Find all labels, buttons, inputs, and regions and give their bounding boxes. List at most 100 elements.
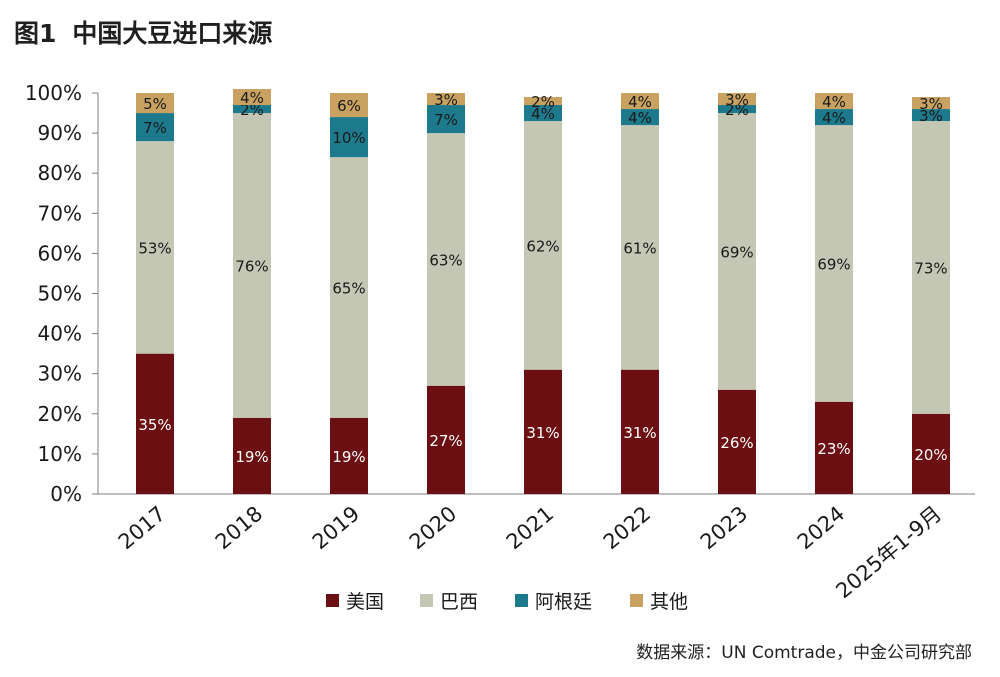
- bar-segment: [621, 93, 659, 110]
- y-tick-label: 90%: [38, 121, 82, 145]
- data-label: 4%: [822, 93, 846, 111]
- x-tick-label: 2022: [599, 501, 655, 554]
- data-label: 53%: [138, 239, 171, 257]
- bar-segment: [136, 93, 174, 114]
- data-label: 6%: [337, 97, 361, 115]
- bar-segment: [330, 93, 368, 118]
- data-label: 20%: [914, 446, 947, 464]
- bar-segment: [912, 121, 950, 414]
- y-tick-label: 50%: [38, 282, 82, 306]
- x-tick-label: 2023: [696, 501, 752, 554]
- data-label: 4%: [822, 109, 846, 127]
- y-tick-label: 80%: [38, 161, 82, 185]
- data-label: 5%: [143, 95, 167, 113]
- data-label: 63%: [429, 251, 462, 269]
- bar-segment: [718, 389, 756, 494]
- bar-segment: [621, 125, 659, 370]
- bar-segment: [136, 141, 174, 354]
- data-label: 4%: [240, 89, 264, 107]
- legend-label: 其他: [650, 591, 688, 613]
- figure-title: 图1 中国大豆进口来源: [14, 14, 288, 50]
- legend-label: 美国: [346, 591, 384, 613]
- legend-swatch: [630, 594, 643, 607]
- data-label: 4%: [628, 93, 652, 111]
- bar-segment: [621, 369, 659, 494]
- figure-number: 图1: [14, 19, 57, 48]
- bar-segment: [427, 93, 465, 106]
- data-label: 69%: [720, 243, 753, 261]
- y-tick-label: 60%: [38, 241, 82, 265]
- data-label: 31%: [526, 424, 559, 442]
- data-label: 3%: [919, 95, 943, 113]
- bar-segment: [815, 109, 853, 126]
- data-label: 7%: [143, 119, 167, 137]
- data-label: 62%: [526, 237, 559, 255]
- bar-segment: [427, 385, 465, 494]
- x-tick-label: 2019: [308, 501, 364, 554]
- y-tick-label: 70%: [38, 201, 82, 225]
- data-label: 69%: [817, 255, 850, 273]
- data-label: 4%: [628, 109, 652, 127]
- y-tick-label: 10%: [38, 442, 82, 466]
- x-tick-label: 2020: [405, 501, 461, 554]
- data-label: 65%: [332, 279, 365, 297]
- bar-segment: [912, 97, 950, 110]
- x-tick-label: 2024: [793, 501, 849, 554]
- bar-segment: [718, 105, 756, 114]
- bar-segment: [233, 417, 271, 494]
- legend-swatch: [420, 594, 433, 607]
- bar-segment: [136, 353, 174, 494]
- bar-segment: [427, 105, 465, 134]
- data-label: 7%: [434, 111, 458, 129]
- bar-segment: [815, 401, 853, 494]
- bar-segment: [524, 369, 562, 494]
- bar-segment: [718, 93, 756, 106]
- bar-segment: [136, 113, 174, 142]
- y-tick-label: 30%: [38, 362, 82, 386]
- data-label: 10%: [332, 129, 365, 147]
- figure-title-text: 中国大豆进口来源: [72, 19, 273, 48]
- data-label: 31%: [623, 424, 656, 442]
- data-label: 76%: [235, 257, 268, 275]
- data-label: 3%: [434, 91, 458, 109]
- bar-segment: [815, 93, 853, 110]
- data-label: 2%: [725, 101, 749, 119]
- data-label: 19%: [332, 448, 365, 466]
- bar-segment: [718, 113, 756, 390]
- bar-segment: [330, 117, 368, 158]
- bar-segment: [815, 125, 853, 402]
- legend-label: 巴西: [440, 591, 478, 613]
- bar-segment: [330, 157, 368, 418]
- legend-swatch: [326, 594, 339, 607]
- data-source-note: 数据来源：UN Comtrade，中金公司研究部: [636, 643, 972, 663]
- bar-segment: [524, 121, 562, 370]
- data-label: 26%: [720, 434, 753, 452]
- x-tick-label: 2021: [502, 501, 558, 554]
- bar-segment: [427, 133, 465, 386]
- data-label: 61%: [623, 239, 656, 257]
- bar-segment: [330, 417, 368, 494]
- bar-segment: [233, 88, 271, 106]
- bar-segment: [524, 97, 562, 106]
- data-label: 3%: [725, 91, 749, 109]
- y-tick-label: 0%: [50, 482, 82, 506]
- legend-swatch: [515, 594, 528, 607]
- data-label: 3%: [919, 107, 943, 125]
- bar-segment: [912, 109, 950, 122]
- x-tick-label: 2025年1-9月: [831, 501, 946, 603]
- x-tick-label: 2017: [114, 501, 170, 554]
- data-label: 2%: [240, 101, 264, 119]
- bar-segment: [912, 413, 950, 494]
- bar-segment: [524, 105, 562, 122]
- data-label: 27%: [429, 432, 462, 450]
- y-tick-label: 100%: [25, 81, 82, 105]
- y-tick-label: 40%: [38, 322, 82, 346]
- data-label: 73%: [914, 259, 947, 277]
- y-tick-label: 20%: [38, 402, 82, 426]
- data-label: 19%: [235, 448, 268, 466]
- data-label: 23%: [817, 440, 850, 458]
- data-label: 2%: [531, 93, 555, 111]
- legend-label: 阿根廷: [535, 591, 592, 613]
- bar-segment: [233, 113, 271, 418]
